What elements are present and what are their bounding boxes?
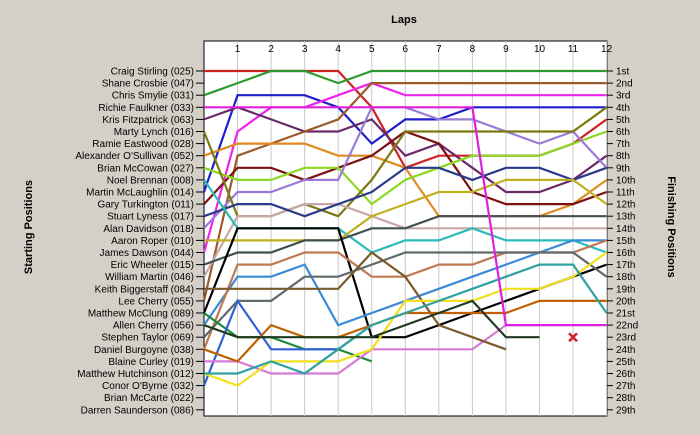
starting-driver-label: Lee Cherry (055) [118, 296, 194, 307]
lap-tick-label: 9 [503, 44, 509, 55]
lap-tick-label: 11 [568, 44, 579, 55]
x-axis-title: Laps [391, 14, 417, 26]
finishing-position-label: 28th [616, 393, 635, 404]
lap-tick-label: 4 [335, 44, 341, 55]
driver-line [203, 130, 607, 206]
driver-line [203, 251, 608, 338]
starting-driver-label: Marty Lynch (016) [114, 127, 194, 138]
driver-line [203, 215, 607, 266]
driver-line [204, 178, 608, 242]
starting-driver-label: Ramie Eastwood (028) [92, 139, 194, 150]
right-axis-title: Finishing Positions [665, 176, 677, 277]
finishing-position-label: 11th [616, 188, 635, 199]
finishing-position-label: 12th [616, 200, 635, 211]
starting-driver-label: Keith Biggerstaff (084) [95, 284, 194, 295]
lap-tick-label: 7 [436, 44, 442, 55]
finishing-position-label: 8th [616, 151, 630, 162]
finishing-position-label: 3rd [616, 91, 630, 102]
starting-driver-label: Eric Wheeler (015) [111, 260, 194, 271]
driver-line [203, 106, 608, 194]
driver-line [203, 69, 607, 97]
starting-driver-label: James Dawson (044) [100, 248, 194, 259]
finishing-position-label: 29th [616, 405, 635, 416]
finishing-position-label: 13th [616, 212, 635, 223]
finishing-position-label: 20th [616, 296, 635, 307]
finishing-position-label: 18th [616, 272, 635, 283]
starting-driver-label: Brian McCowan (027) [97, 163, 194, 174]
starting-driver-label: Gary Turkington (011) [97, 200, 194, 211]
finishing-position-labels: 1st2nd3rd4th5th6th7th8th9th10th11th12th1… [607, 67, 638, 416]
finishing-position-label: 15th [616, 236, 635, 247]
retired-markers [568, 332, 578, 343]
lap-tick-label: 2 [268, 44, 274, 55]
driver-line [203, 166, 607, 218]
lap-tick-label: 8 [470, 44, 476, 55]
starting-driver-label: Alan Davidson (018) [103, 224, 194, 235]
starting-driver-label: Daniel Burgoyne (038) [94, 345, 194, 356]
starting-driver-label: Aaron Roper (010) [111, 236, 194, 247]
starting-driver-label: Alexander O'Sullivan (052) [75, 151, 194, 162]
starting-driver-label: Matthew Hutchinson (012) [77, 369, 194, 380]
driver-line [203, 299, 540, 339]
finishing-position-label: 22nd [616, 321, 638, 332]
starting-driver-label: Matthew McClung (089) [88, 309, 194, 320]
starting-driver-label: Richie Faulkner (033) [98, 103, 194, 114]
driver-line [204, 251, 507, 351]
lap-tick-labels: 1 2 3 4 5 6 7 8 9 10 11 12 [235, 44, 613, 55]
starting-driver-label: William Martin (046) [105, 272, 194, 283]
finishing-position-label: 19th [616, 284, 635, 295]
finishing-position-label: 21st [616, 309, 635, 320]
finishing-position-label: 5th [616, 115, 630, 126]
retired-x-icon [568, 332, 578, 343]
finishing-position-label: 1st [616, 67, 630, 78]
finishing-position-label: 16th [616, 248, 635, 259]
lap-tick-label: 12 [601, 44, 613, 55]
finishing-position-label: 17th [616, 260, 635, 271]
starting-driver-label: Brian McCarte (022) [104, 393, 194, 404]
finishing-position-label: 25th [616, 357, 635, 368]
starting-driver-label: Darren Saunderson (086) [81, 405, 194, 416]
starting-driver-label: Allen Cherry (056) [113, 321, 194, 332]
driver-series [202, 69, 608, 387]
finishing-position-label: 7th [616, 139, 630, 150]
starting-position-labels: Craig Stirling (025)Shane Crosbie (047)C… [75, 67, 204, 416]
finishing-position-label: 24th [616, 345, 635, 356]
lap-tick-label: 6 [403, 44, 409, 55]
finishing-position-label: 6th [616, 127, 630, 138]
starting-driver-label: Chris Smylie (031) [112, 91, 194, 102]
driver-line [202, 94, 607, 193]
starting-driver-label: Craig Stirling (025) [111, 67, 194, 78]
lap-tick-label: 1 [235, 44, 241, 55]
starting-driver-label: Martin McLaughlin (014) [86, 188, 194, 199]
finishing-position-label: 14th [616, 224, 635, 235]
lap-tick-label: 10 [534, 44, 546, 55]
lap-tick-label: 3 [302, 44, 308, 55]
finishing-position-label: 27th [616, 381, 635, 392]
starting-driver-label: Blaine Curley (019) [108, 357, 194, 368]
starting-driver-label: Conor O'Byrne (032) [102, 381, 194, 392]
starting-driver-label: Stuart Lyness (017) [107, 212, 194, 223]
driver-line [204, 106, 607, 327]
finishing-position-label: 2nd [616, 79, 633, 90]
finishing-position-label: 23rd [616, 333, 636, 344]
finishing-position-label: 4th [616, 103, 630, 114]
finishing-position-label: 10th [616, 175, 635, 186]
starting-driver-label: Stephen Taylor (069) [101, 333, 194, 344]
finishing-position-label: 26th [616, 369, 635, 380]
starting-driver-label: Noel Brennan (008) [107, 175, 194, 186]
driver-line [203, 312, 373, 363]
starting-driver-label: Kris Fitzpatrick (063) [102, 115, 194, 126]
driver-line [204, 263, 608, 375]
starting-driver-label: Shane Crosbie (047) [102, 79, 194, 90]
finishing-position-label: 9th [616, 163, 630, 174]
lap-tick-label: 5 [369, 44, 375, 55]
left-axis-title: Starting Positions [23, 180, 35, 274]
